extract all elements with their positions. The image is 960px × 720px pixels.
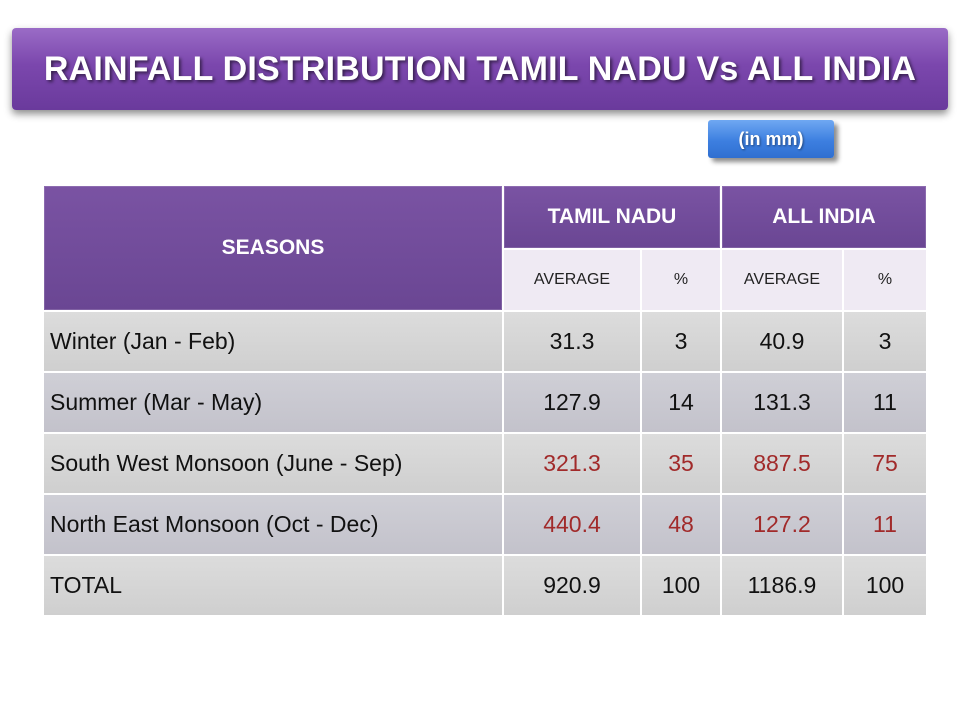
tn-average: 440.4 (504, 495, 640, 554)
season-label: North East Monsoon (Oct - Dec) (44, 495, 502, 554)
tn-average: 321.3 (504, 434, 640, 493)
tn-percent: 35 (642, 434, 720, 493)
ai-percent: 3 (844, 312, 926, 371)
table-row: North East Monsoon (Oct - Dec) 440.4 48 … (44, 495, 926, 554)
subheader-tn-percent: % (642, 250, 720, 310)
ai-percent: 11 (844, 373, 926, 432)
tn-percent: 3 (642, 312, 720, 371)
header-tamil-nadu: TAMIL NADU (504, 186, 720, 248)
season-label: Summer (Mar - May) (44, 373, 502, 432)
rainfall-table: SEASONS TAMIL NADU ALL INDIA AVERAGE % A… (42, 184, 928, 617)
subheader-ai-percent: % (844, 250, 926, 310)
ai-average: 887.5 (722, 434, 842, 493)
season-label: TOTAL (44, 556, 502, 615)
ai-percent: 100 (844, 556, 926, 615)
title-banner: RAINFALL DISTRIBUTION TAMIL NADU Vs ALL … (12, 28, 948, 110)
page-title: RAINFALL DISTRIBUTION TAMIL NADU Vs ALL … (43, 49, 917, 88)
tn-percent: 100 (642, 556, 720, 615)
subheader-ai-average: AVERAGE (722, 250, 842, 310)
tn-average: 127.9 (504, 373, 640, 432)
ai-average: 40.9 (722, 312, 842, 371)
ai-percent: 11 (844, 495, 926, 554)
ai-percent: 75 (844, 434, 926, 493)
header-seasons: SEASONS (44, 186, 502, 310)
ai-average: 1186.9 (722, 556, 842, 615)
season-label: South West Monsoon (June - Sep) (44, 434, 502, 493)
table-row: Winter (Jan - Feb) 31.3 3 40.9 3 (44, 312, 926, 371)
table-row: South West Monsoon (June - Sep) 321.3 35… (44, 434, 926, 493)
header-all-india: ALL INDIA (722, 186, 926, 248)
tn-percent: 14 (642, 373, 720, 432)
subheader-tn-average: AVERAGE (504, 250, 640, 310)
unit-badge: (in mm) (708, 120, 834, 158)
ai-average: 127.2 (722, 495, 842, 554)
tn-percent: 48 (642, 495, 720, 554)
ai-average: 131.3 (722, 373, 842, 432)
table-row-total: TOTAL 920.9 100 1186.9 100 (44, 556, 926, 615)
season-label: Winter (Jan - Feb) (44, 312, 502, 371)
tn-average: 31.3 (504, 312, 640, 371)
tn-average: 920.9 (504, 556, 640, 615)
unit-label: (in mm) (738, 128, 804, 149)
table-row: Summer (Mar - May) 127.9 14 131.3 11 (44, 373, 926, 432)
